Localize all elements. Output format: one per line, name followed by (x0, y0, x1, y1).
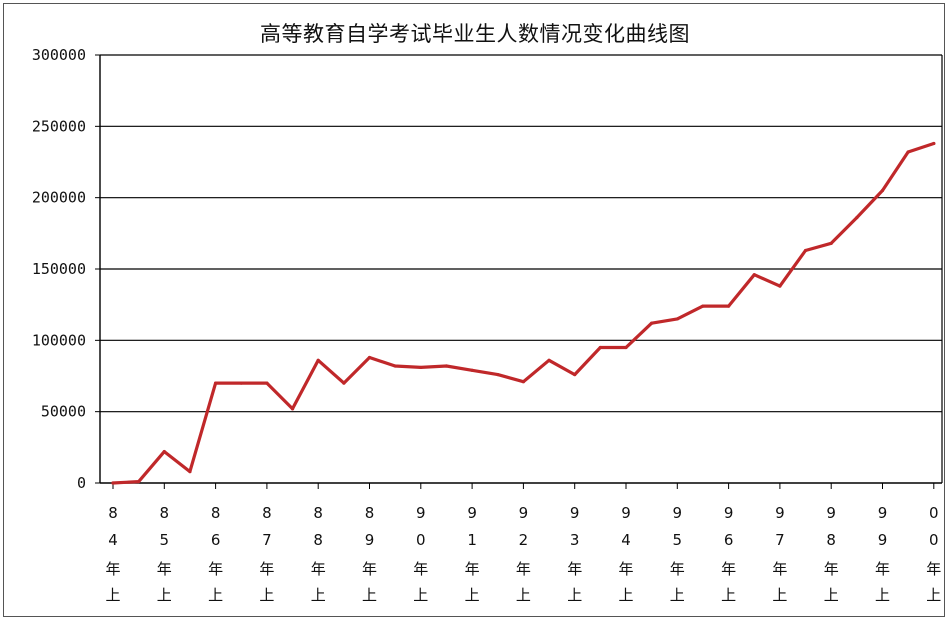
x-tick-label: 9 5 年上 (670, 504, 685, 604)
data-point (521, 380, 526, 384)
x-tick-label: 0 0 年上 (926, 504, 941, 604)
data-point (470, 368, 474, 372)
data-point (444, 364, 449, 368)
gridlines (100, 54, 942, 484)
x-tick-label: 9 8 年上 (824, 504, 839, 604)
x-tick-label: 9 7 年上 (772, 504, 787, 604)
data-point (419, 365, 423, 370)
data-point (316, 358, 320, 362)
data-point (188, 469, 192, 474)
data-point (752, 273, 756, 277)
x-tick-label: 8 6 年上 (208, 504, 223, 604)
series-line (111, 141, 936, 485)
y-tick-labels: 300000 250000 200000 150000 100000 50000 0 (32, 46, 86, 492)
x-tick-label: 8 4 年上 (105, 504, 120, 604)
y-tick-label: 300000 (32, 46, 86, 64)
y-tick-label: 250000 (32, 117, 86, 135)
data-point (675, 317, 679, 321)
data-point (239, 381, 243, 385)
x-tick-labels: 8 4 年上 8 5 年上 8 6 年上 8 7 年上 8 8 年上 8 9 年上 9 0 年上 9 1 年上 9 2 年上 9 3 年上… (105, 504, 941, 604)
data-point (855, 216, 859, 220)
x-tick-label: 9 0 年上 (413, 504, 428, 604)
chart-frame (3, 3, 945, 617)
data-point (111, 481, 115, 485)
data-point (829, 241, 833, 245)
data-point (624, 345, 628, 350)
axes (95, 54, 943, 489)
data-point (290, 407, 295, 411)
data-point (932, 141, 936, 146)
x-tick-label: 9 2 年上 (516, 504, 531, 604)
y-tick-label: 0 (77, 474, 86, 492)
data-point (496, 372, 500, 377)
data-point (880, 188, 885, 193)
data-point (701, 304, 705, 308)
series-layer (111, 141, 936, 485)
x-tick-label: 8 9 年上 (362, 504, 377, 604)
data-point (727, 304, 731, 308)
y-tick-label: 100000 (32, 331, 86, 349)
data-point (778, 284, 782, 288)
chart-title: 高等教育自学考试毕业生人数情况变化曲线图 (260, 22, 690, 46)
data-point (162, 450, 166, 454)
data-point (214, 381, 218, 385)
data-point (803, 248, 808, 253)
data-point (547, 358, 551, 362)
data-point (906, 150, 910, 154)
data-point (137, 479, 141, 484)
x-tick-label: 8 5 年上 (157, 504, 172, 604)
data-point (342, 381, 346, 385)
data-point (265, 381, 269, 385)
data-point (650, 321, 654, 325)
x-tick-label: 9 3 年上 (567, 504, 582, 604)
data-point (367, 355, 372, 360)
x-tick-label: 9 1 年上 (465, 504, 480, 604)
y-tick-label: 200000 (32, 189, 86, 207)
data-point (393, 364, 397, 368)
x-tick-label: 9 9 年上 (875, 504, 890, 604)
x-tick-label: 8 8 年上 (311, 504, 326, 604)
data-point (598, 345, 602, 350)
data-point (573, 372, 577, 377)
x-tick-label: 9 4 年上 (618, 504, 633, 604)
y-tick-label: 150000 (32, 260, 86, 278)
x-tick-label: 8 7 年上 (259, 504, 274, 604)
x-tick-label: 9 6 年上 (721, 504, 736, 604)
y-tick-label: 50000 (41, 403, 86, 421)
